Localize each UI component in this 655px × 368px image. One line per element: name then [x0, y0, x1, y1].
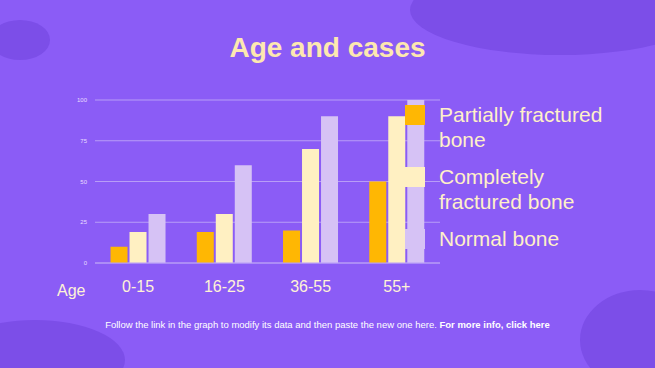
svg-text:25: 25 — [80, 219, 87, 225]
svg-text:75: 75 — [80, 138, 87, 144]
html-text:Partially fractured bone: Partially fractured bone — [439, 103, 603, 151]
html-text:Completely fractured bone: Completely fractured bone — [439, 165, 575, 213]
svg-text:50: 50 — [80, 179, 87, 185]
svg-text:16-25: 16-25 — [204, 278, 245, 295]
svg-text:55+: 55+ — [383, 278, 410, 295]
svg-text:0-15: 0-15 — [122, 278, 154, 295]
svg-text:36-55: 36-55 — [290, 278, 331, 295]
html-text:Normal bone: Normal bone — [439, 227, 560, 250]
svg-text:0: 0 — [84, 260, 88, 266]
html-text:Age: Age — [57, 282, 86, 299]
svg-text:100: 100 — [77, 97, 88, 103]
html-text:Age and cases: Age and cases — [229, 32, 426, 63]
html-text:Follow the link in the graph t: Follow the link in the graph to modify i… — [105, 319, 550, 330]
